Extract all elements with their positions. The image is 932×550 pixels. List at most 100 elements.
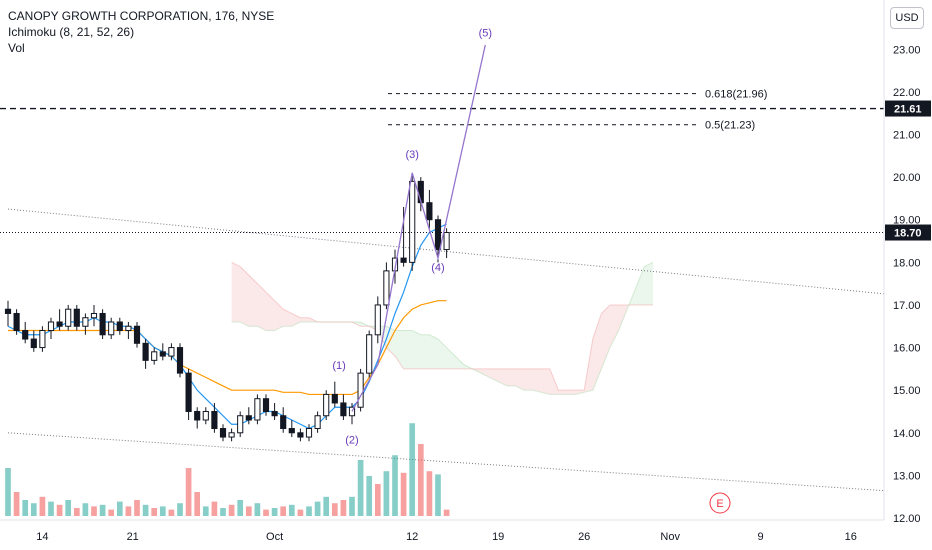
x-tick-label: 21: [127, 531, 139, 543]
volume-bar: [194, 492, 201, 516]
wave-label: (5): [479, 28, 492, 40]
ichimoku-cloud: [231, 261, 654, 395]
candle-body: [288, 428, 295, 434]
volume-bar: [280, 506, 287, 516]
y-tick-label: 12.00: [893, 513, 921, 525]
volume-bar: [357, 460, 364, 516]
candle-body: [297, 432, 304, 438]
cloud-segment: [584, 339, 593, 393]
volume-bar: [271, 508, 278, 516]
x-tick-label: 16: [845, 531, 857, 543]
candle-body: [142, 342, 149, 361]
cloud-segment: [231, 262, 241, 322]
volume-bar: [177, 503, 183, 516]
volume-bar: [263, 509, 269, 516]
y-tick-label: 22.00: [893, 87, 921, 99]
candle-body: [168, 347, 175, 357]
candle-body: [409, 180, 416, 263]
senkou-span-a: [231, 261, 654, 395]
chart-legend: CANOPY GROWTH CORPORATION, 176, NYSE Ich…: [8, 8, 274, 56]
trend-line: [7, 432, 912, 493]
cloud-segment: [524, 368, 533, 391]
x-tick-label: Oct: [266, 531, 283, 543]
tenkan-line: [7, 223, 447, 430]
volume-label[interactable]: Vol: [8, 41, 25, 55]
candle-body: [374, 304, 381, 336]
y-tick-label: 15.00: [893, 385, 921, 397]
y-tick-label: 17.00: [893, 300, 921, 312]
volume-bar: [125, 506, 132, 516]
volume-bar: [409, 423, 416, 516]
last-price-tag-bg: [885, 224, 931, 241]
candle-body: [280, 415, 287, 430]
price-axis-bg: [884, 0, 932, 550]
cloud-segment: [266, 292, 275, 331]
candle-body: [176, 347, 184, 374]
x-tick-label: 9: [757, 531, 763, 543]
volume-bar: [349, 496, 355, 516]
candle-body: [4, 308, 12, 314]
volume-bar: [297, 509, 304, 516]
candle-body: [323, 393, 330, 417]
volume-bar: [134, 500, 140, 516]
cloud-segment: [420, 334, 430, 369]
y-tick-label: 16.00: [893, 343, 921, 355]
currency-button[interactable]: USD: [890, 7, 924, 29]
trend-line: [7, 208, 912, 297]
candle-body: [245, 415, 252, 421]
volume-bar: [400, 472, 407, 516]
volume-bar: [417, 444, 424, 516]
cloud-segment: [506, 368, 516, 386]
wave-label: (3): [405, 149, 418, 161]
candle-body: [73, 308, 80, 327]
volume-bar: [426, 471, 433, 516]
volume-bar: [13, 492, 20, 516]
cloud-segment: [575, 390, 585, 395]
candle-body: [383, 270, 390, 306]
candle-body: [90, 312, 98, 319]
volume-bar: [211, 501, 218, 516]
cloud-segment: [489, 368, 499, 382]
y-tick-label: 14.00: [893, 428, 921, 440]
candle-body: [65, 308, 72, 327]
candle-body: [314, 415, 321, 430]
resistance-price-tag: 21.61: [894, 104, 922, 116]
volume-bar: [99, 504, 106, 516]
trend-lines: [7, 208, 912, 493]
volume-bar: [82, 503, 89, 516]
candle-body: [56, 321, 63, 327]
indicator-label[interactable]: Ichimoku (8, 21, 52, 26): [8, 25, 135, 39]
cloud-segment: [360, 322, 370, 327]
candle-body: [305, 428, 313, 438]
x-tick-label: 26: [578, 531, 590, 543]
x-tick-label: 14: [36, 531, 48, 543]
volume-bar: [185, 468, 192, 516]
volume-bar: [73, 508, 80, 516]
cloud-segment: [395, 330, 404, 369]
candle-body: [116, 321, 123, 332]
candle-body: [228, 432, 235, 438]
volume-bar: [340, 500, 347, 516]
candle-body: [47, 321, 55, 332]
cloud-segment: [541, 368, 550, 395]
symbol-title[interactable]: CANOPY GROWTH CORPORATION, 176, NYSE: [8, 9, 275, 23]
wave-label: (1): [332, 360, 345, 372]
drawing-overlays: 0.618(21.96) 0.5(21.23) (1) (2) (3) (4) (5) E: [0, 28, 884, 514]
candle-body: [434, 219, 442, 251]
fib-level-label: 0.5(21.23): [705, 120, 755, 132]
volume-bar: [245, 506, 252, 516]
cloud-segment: [610, 304, 619, 348]
cloud-segment: [300, 317, 309, 322]
candle-body: [219, 428, 227, 438]
cloud-segment: [248, 275, 258, 327]
y-tick-label: 13.00: [893, 470, 921, 482]
cloud-segment: [257, 283, 266, 331]
volume-bar: [220, 508, 226, 516]
cloud-segment: [532, 368, 542, 393]
volume-bar: [5, 468, 11, 516]
cloud-segment: [601, 304, 610, 369]
volume-bar: [323, 496, 330, 516]
candle-body: [331, 393, 338, 404]
volume-bar: [116, 501, 123, 516]
